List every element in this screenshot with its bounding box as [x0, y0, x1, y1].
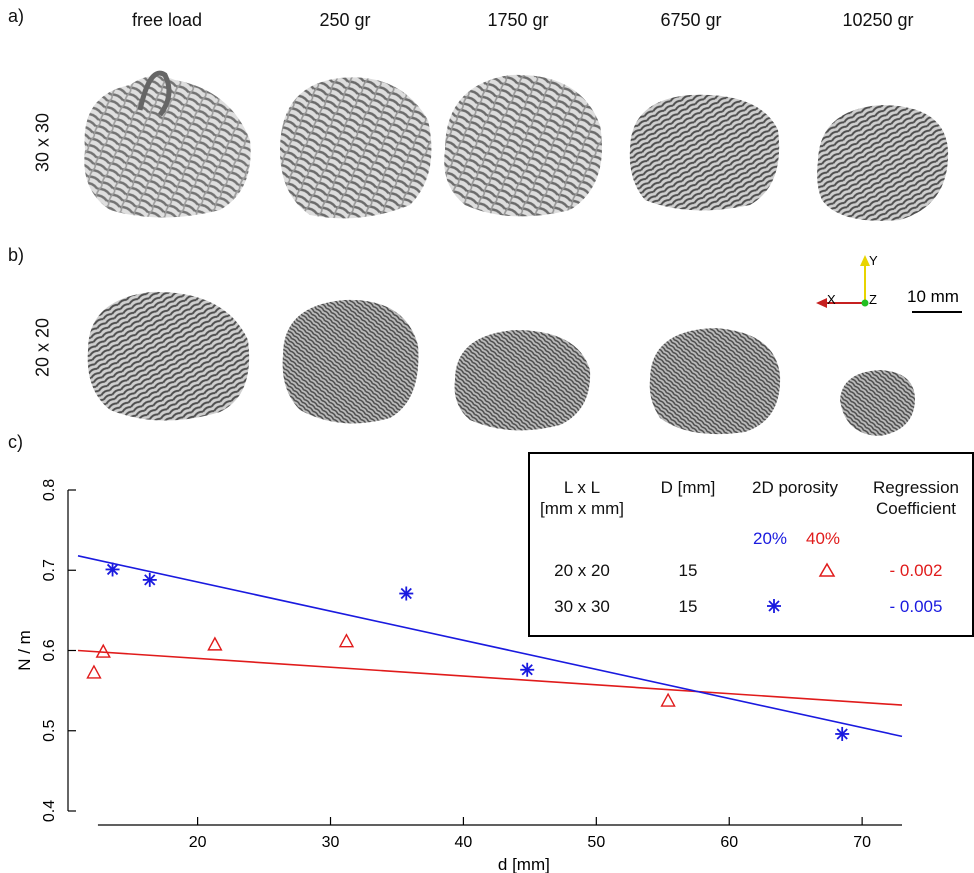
- fit-line-asterisk: [77, 555, 903, 738]
- sample-20x20-250gr: [282, 299, 419, 424]
- sample-30x30-250gr: [280, 77, 432, 219]
- sample-30x30-10250gr: [817, 105, 949, 221]
- x-tick-label: 40: [455, 834, 473, 851]
- x-tick-label: 50: [587, 834, 605, 851]
- legend-row1-lxl: 20 x 20: [554, 561, 610, 580]
- legend-row2-lxl: 30 x 30: [554, 597, 610, 616]
- point-triangle: [338, 633, 355, 648]
- y-tick-label: 0.7: [41, 559, 58, 581]
- legend-row1-coef: - 0.002: [889, 561, 943, 580]
- scale-bar-label: 10 mm: [907, 287, 959, 306]
- legend-triangle-icon: [818, 562, 836, 577]
- sample-images: Y X Z 10 mm: [84, 70, 962, 436]
- chart-axes: 0.4 0.5 0.6 0.7 0.8 20 30 40 50 60 70: [41, 479, 902, 851]
- point-asterisk: [105, 562, 120, 577]
- y-tick-label: 0.8: [41, 479, 58, 501]
- panel-label-a: a): [8, 6, 25, 26]
- axes-triad-icon: [816, 255, 870, 308]
- y-tick-label: 0.4: [41, 800, 58, 822]
- legend-header-reg-1: Regression: [873, 478, 959, 497]
- sample-20x20-1750gr: [454, 330, 591, 431]
- legend-row2-coef: - 0.005: [889, 597, 943, 616]
- legend-header-d: D [mm]: [660, 478, 716, 497]
- legend-asterisk-icon: [767, 599, 781, 613]
- fit-line-triangle: [77, 649, 903, 706]
- legend-header-reg-2: Coefficient: [875, 499, 956, 518]
- triad-z-label: Z: [869, 292, 877, 307]
- y-tick-label: 0.5: [41, 720, 58, 742]
- point-asterisk: [399, 586, 414, 601]
- point-asterisk: [520, 662, 535, 677]
- panel-label-c: c): [8, 432, 23, 452]
- sample-30x30-1750gr: [444, 74, 602, 217]
- point-triangle: [95, 643, 111, 658]
- legend-porosity-20: 20%: [753, 529, 788, 548]
- x-tick-label: 30: [322, 834, 340, 851]
- x-tick-label: 60: [720, 834, 738, 851]
- point-triangle: [660, 692, 676, 707]
- chart-points: [86, 562, 850, 741]
- chart-fit-lines: [77, 555, 903, 738]
- legend-header-lxl-1: L x L: [563, 478, 601, 497]
- legend-box: L x L [mm x mm] D [mm] 2D porosity Regre…: [528, 452, 974, 637]
- panel-label-b: b): [8, 245, 25, 265]
- sample-20x20-10250gr: [840, 370, 915, 436]
- point-triangle: [86, 664, 102, 679]
- chart: 0.4 0.5 0.6 0.7 0.8 20 30 40 50 60 70 d [mm] N / m: [15, 479, 903, 873]
- y-tick-label: 0.6: [41, 639, 58, 661]
- y-axis-label: N / m: [15, 630, 34, 671]
- sample-20x20-6750gr: [649, 328, 781, 435]
- column-header-6750: 6750 gr: [660, 10, 722, 30]
- column-header-10250: 10250 gr: [842, 10, 914, 30]
- triad-y-label: Y: [869, 253, 878, 268]
- triad-x-label: X: [827, 292, 836, 307]
- legend-row2-d: 15: [678, 597, 698, 616]
- point-triangle: [207, 636, 223, 651]
- column-header-250: 250 gr: [319, 10, 371, 30]
- x-axis-label: d [mm]: [498, 855, 550, 873]
- sample-30x30-6750gr: [629, 94, 780, 211]
- x-tick-label: 20: [189, 834, 207, 851]
- column-header-1750: 1750 gr: [487, 10, 549, 30]
- legend-header-porosity: 2D porosity: [752, 478, 838, 497]
- legend-porosity-40: 40%: [806, 529, 841, 548]
- point-asterisk: [835, 726, 850, 741]
- x-tick-label: 70: [853, 834, 871, 851]
- point-asterisk: [142, 572, 157, 587]
- legend-row1-d: 15: [678, 561, 698, 580]
- sample-20x20-free-load: [87, 291, 250, 421]
- legend-header-lxl-2: [mm x mm]: [539, 499, 625, 518]
- column-header-free-load: free load: [131, 10, 203, 30]
- sample-30x30-free-load: [84, 70, 251, 218]
